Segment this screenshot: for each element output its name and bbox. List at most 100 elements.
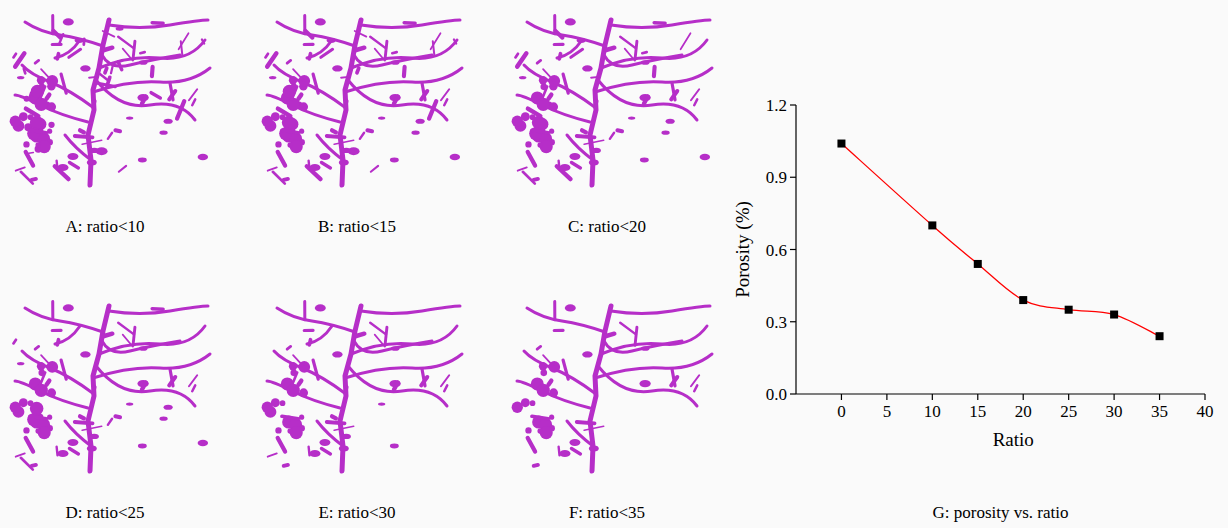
pore-blob xyxy=(521,112,530,121)
x-tick-label: 15 xyxy=(969,402,986,421)
pore-fragment xyxy=(82,39,85,45)
x-tick-label: 25 xyxy=(1060,402,1077,421)
pore-blob xyxy=(539,76,547,84)
chart-caption: G: porosity vs. ratio xyxy=(933,503,1069,522)
pore-branch xyxy=(611,306,710,314)
pore-branch xyxy=(25,308,103,332)
pore-fragment xyxy=(269,76,276,79)
pore-branch xyxy=(345,354,462,378)
pore-fragment xyxy=(528,109,541,117)
pore-fragment xyxy=(21,172,33,184)
pore-branch xyxy=(361,20,460,28)
pore-fragment xyxy=(304,43,313,46)
pore-blob xyxy=(23,427,29,433)
pore-blob xyxy=(282,116,296,130)
panel-caption: C: ratio<20 xyxy=(568,217,646,236)
panel-caption: B: ratio<15 xyxy=(318,217,396,236)
pore-fragment xyxy=(67,153,78,160)
pore-fragment xyxy=(378,116,385,119)
pore-rendering xyxy=(10,302,210,471)
pore-fragment xyxy=(313,74,318,93)
pore-fragment xyxy=(342,148,351,153)
pore-fragment xyxy=(367,130,372,131)
pore-fragment xyxy=(177,101,184,119)
x-tick xyxy=(932,394,933,400)
pore-fragment xyxy=(293,69,304,81)
pore-fragment xyxy=(360,133,364,139)
pore-fragment xyxy=(105,68,107,73)
pore-fragment xyxy=(164,405,173,410)
pore-fragment xyxy=(694,99,697,105)
pore-fragment xyxy=(421,377,427,385)
x-axis xyxy=(796,393,1205,394)
pore-fragment xyxy=(123,335,133,347)
pore-branch xyxy=(604,341,682,352)
pore-blob xyxy=(37,362,45,370)
pore-fragment xyxy=(315,304,326,311)
pore-fragment xyxy=(32,465,36,466)
x-tick-label: 20 xyxy=(1015,402,1032,421)
pore-fragment xyxy=(278,109,291,117)
pore-branch xyxy=(267,381,340,408)
pore-blob xyxy=(539,362,547,370)
pore-fragment xyxy=(411,131,419,135)
pore-fragment xyxy=(305,31,312,38)
pore-fragment xyxy=(641,346,650,351)
pore-blob xyxy=(19,112,28,121)
pore-blob xyxy=(275,427,281,433)
panel-caption: D: ratio<25 xyxy=(66,503,145,522)
pore-fragment xyxy=(327,422,345,423)
pore-branch xyxy=(524,351,596,394)
pore-fragment xyxy=(528,152,535,166)
pore-fragment xyxy=(371,166,378,172)
pore-blob xyxy=(280,400,286,406)
pore-fragment xyxy=(152,21,163,25)
pore-fragment xyxy=(15,53,24,66)
pore-blob xyxy=(287,142,293,148)
pore-fragment xyxy=(334,426,354,430)
pore-fragment xyxy=(142,97,146,104)
pore-fragment xyxy=(339,446,349,452)
pore-fragment xyxy=(532,416,548,419)
pore-fragment xyxy=(87,446,97,452)
pore-fragment xyxy=(126,116,133,119)
pore-branch xyxy=(22,351,94,394)
pore-blob xyxy=(540,370,547,377)
pore-fragment xyxy=(534,179,538,180)
pore-fragment xyxy=(303,302,306,320)
pore-fragment xyxy=(315,18,326,25)
x-tick-label: 35 xyxy=(1151,402,1168,421)
pore-fragment xyxy=(569,439,580,446)
pore-fragment xyxy=(268,167,277,170)
pore-fragment xyxy=(517,53,526,66)
pore-branch xyxy=(354,341,432,352)
pore-fragment xyxy=(282,130,298,133)
pore-fragment xyxy=(139,60,148,65)
pore-fragment xyxy=(93,387,95,395)
y-tick xyxy=(790,249,796,250)
pore-blob xyxy=(47,102,56,111)
pore-branch xyxy=(55,326,80,344)
pore-fragment xyxy=(321,448,330,454)
pore-branch xyxy=(527,308,605,332)
pore-fragment xyxy=(605,48,614,51)
pore-fragment xyxy=(192,99,195,105)
y-tick-label: 0.0 xyxy=(766,385,787,404)
pore-fragment xyxy=(433,41,435,56)
pore-fragment xyxy=(309,54,310,59)
pore-fragment xyxy=(571,162,580,168)
pore-fragment xyxy=(390,444,399,449)
pore-fragment xyxy=(139,346,148,351)
pore-fragment xyxy=(355,334,364,337)
pore-fragment xyxy=(334,140,354,144)
pore-blob xyxy=(47,388,56,397)
pore-fragment xyxy=(40,87,45,100)
pore-fragment xyxy=(26,109,39,117)
pore-branch xyxy=(307,326,332,344)
pore-branch xyxy=(348,80,447,120)
pore-fragment xyxy=(342,434,351,439)
pore-fragment xyxy=(450,154,460,160)
pore-blob xyxy=(30,402,44,416)
pore-blob xyxy=(23,141,29,147)
pore-blob xyxy=(275,141,281,147)
